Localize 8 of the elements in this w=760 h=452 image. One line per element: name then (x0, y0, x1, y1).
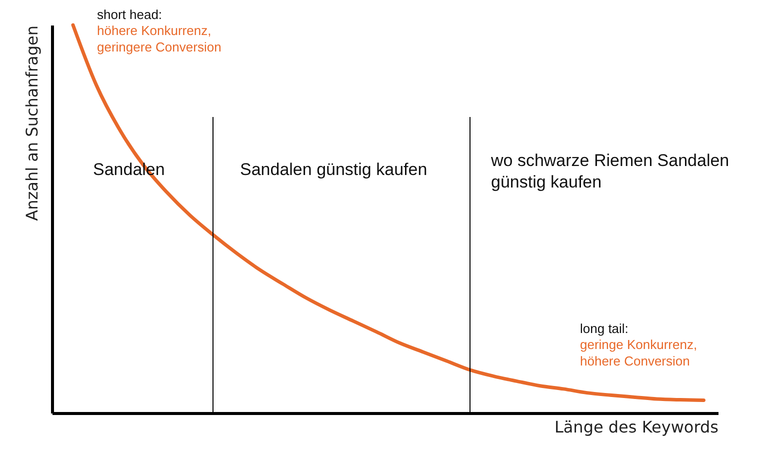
y-axis-title: Anzahl an Suchanfragen (22, 26, 42, 221)
annotation: wo schwarze Riemen Sandalen günstig kaufen (490, 151, 730, 192)
annotation: Sandalen günstig kaufen (240, 160, 428, 179)
annotation: höhere Konkurrenz, geringere Conversion (97, 23, 222, 54)
text: short head: (97, 7, 162, 22)
annotation: long tail: (580, 321, 628, 336)
x-axis-title: Länge des Keywords (554, 418, 718, 436)
annotation: geringe Konkurrenz, höhere Conversion (580, 337, 698, 368)
